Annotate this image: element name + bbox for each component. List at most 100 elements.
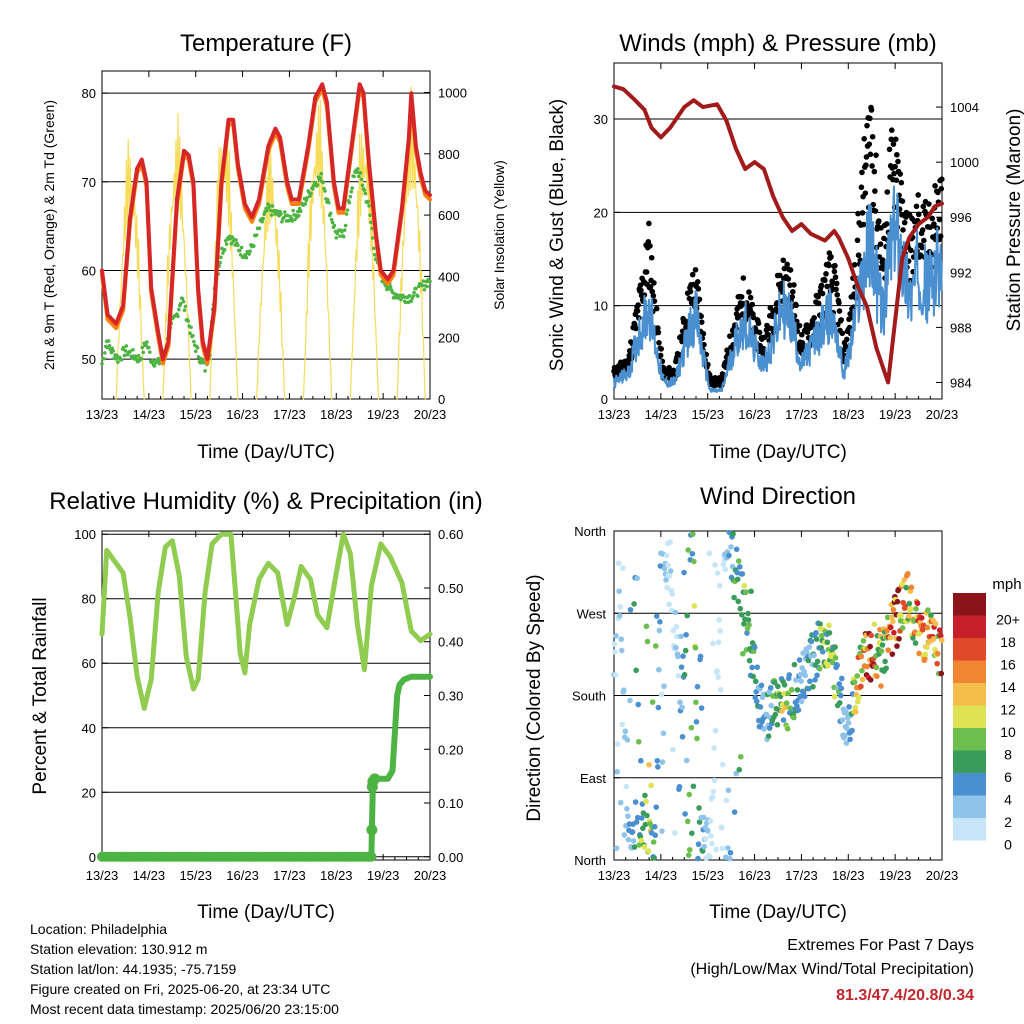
direction-point [910,635,916,641]
direction-point [706,550,713,557]
direction-point [852,709,859,715]
gust-point [932,183,938,189]
direction-point [736,766,743,773]
direction-point [635,738,642,745]
dewpoint-point [230,235,235,239]
gust-point [873,152,879,158]
gust-point [884,189,891,195]
direction-point [612,672,619,678]
gust-point [670,367,677,374]
direction-point [922,651,929,658]
rh-xtick-label: 15/23 [179,868,212,883]
gust-point [862,190,869,196]
direction-point [663,552,670,559]
dewpoint-point [131,348,135,352]
direction-point [619,565,626,571]
direction-point [816,665,823,672]
dewpoint-point [180,296,185,301]
dewpoint-point [367,204,371,208]
direction-point [615,560,622,567]
legend-label: 4 [1004,791,1012,807]
gust-point [893,177,900,183]
gust-point [897,171,904,177]
direction-point [858,683,864,690]
legend-label: 16 [1000,656,1016,672]
direction-point [843,740,850,746]
dewpoint-point [372,252,377,257]
gust-point [936,216,943,223]
dewpoint-point [189,325,193,330]
wind-ytick-label: 10 [594,299,608,314]
direction-point [741,621,747,627]
extremes-title: Extremes For Past 7 Days [787,937,974,954]
direction-point [749,664,755,671]
direction-point [727,849,734,856]
dewpoint-point [345,208,350,212]
legend-swatch [953,773,986,796]
direction-point [938,670,945,677]
direction-point [772,679,778,686]
direction-point [705,827,711,834]
direction-point [651,855,658,861]
humidity-xlabel: Time (Day/UTC) [197,902,335,923]
dewpoint-point [252,244,256,248]
direction-point [650,839,657,845]
direction-point [766,725,773,731]
direction-point [859,667,865,674]
direction-point [779,708,785,714]
direction-point [641,844,648,850]
direction-point [686,791,693,798]
pressure-y2tick-label: 1000 [950,155,979,170]
gust-point [839,330,846,337]
location-text: Location: Philadelphia [30,921,167,937]
gust-point [831,268,838,275]
dewpoint-point [359,177,364,182]
gust-point [755,320,762,327]
direction-point [670,627,677,634]
direction-point [730,531,736,537]
direction-point [691,603,698,609]
gust-point [651,298,658,304]
gust-point [855,252,862,259]
legend-swatch [953,638,986,661]
direction-point [667,539,673,546]
precip-line [99,673,433,860]
direction-point [715,639,722,646]
direction-point [754,664,761,670]
direction-point [795,707,802,713]
direction-point [618,636,625,643]
dewpoint-point [107,343,112,348]
direction-point [801,693,808,700]
direction-point [868,632,874,639]
dewpoint-point [121,345,126,350]
direction-point [812,677,818,683]
dewpoint-point [157,361,161,366]
elevation-text: Station elevation: 130.912 m [30,941,208,957]
direction-point [890,606,897,613]
gust-point [919,227,926,233]
direction-point [818,632,825,639]
direction-point [658,691,665,698]
gust-point [756,329,763,336]
gust-point [747,294,754,301]
direction-point [772,711,779,718]
direction-point [675,653,681,660]
solar-ylabel: Solar Insolation (Yellow) [491,160,507,310]
rh-xtick-label: 20/23 [414,868,447,883]
dewpoint-point [275,209,280,213]
rh-xtick-label: 17/23 [273,868,306,883]
direction-point [657,563,664,569]
direction-point [740,650,746,657]
gust-point [863,162,869,168]
dewpoint-point [421,279,426,283]
dewpoint-point [342,228,347,232]
dewpoint-point [296,209,300,214]
direction-point [913,606,919,612]
gust-point [824,283,830,290]
extremes-box: Extremes For Past 7 Days (High/Low/Max W… [690,935,974,1009]
direction-point [681,671,688,678]
direction-point [737,753,744,760]
direction-point [817,621,823,627]
direction-point [620,687,627,694]
